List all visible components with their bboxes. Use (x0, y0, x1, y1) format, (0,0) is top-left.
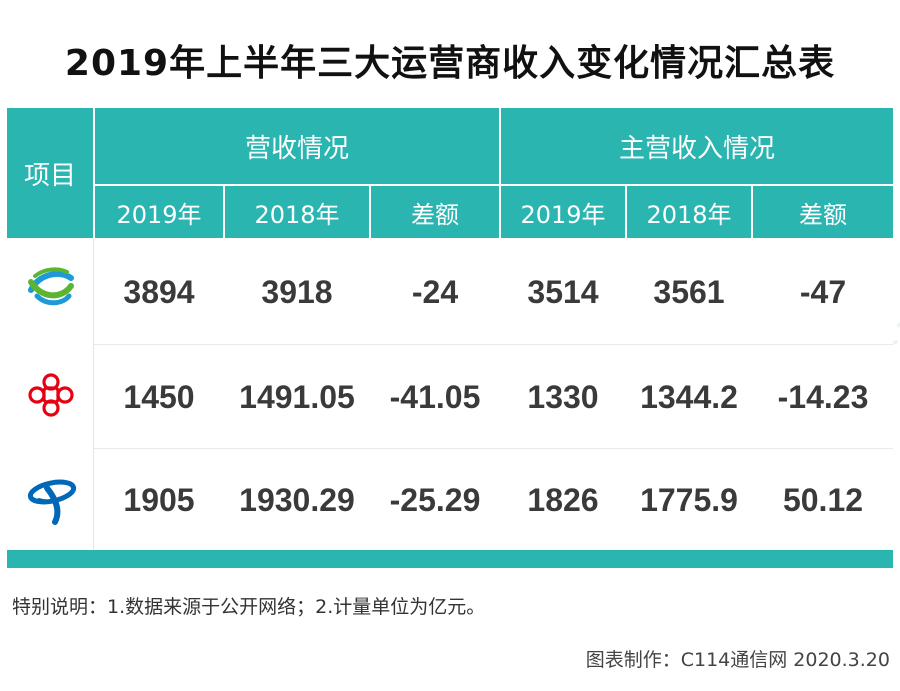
table-cell: -14.23 (777, 378, 869, 415)
subheader-2018-main: 2018年 (627, 186, 751, 238)
table-cell: 1826 (527, 481, 599, 518)
revenue-table: 项目 营收情况 主营收入情况 2019年 2018年 差额 2019年 2018… (7, 108, 893, 568)
header-item: 项目 (7, 108, 93, 238)
table-cell: 1450 (123, 378, 195, 415)
china-telecom-logo-icon (25, 472, 79, 530)
table-cell: -24 (411, 273, 459, 310)
table-cell: -41.05 (389, 378, 481, 415)
row-divider (94, 344, 893, 345)
table-cell: 1330 (527, 378, 599, 415)
table-cell: 3918 (261, 273, 333, 310)
footnote: 特别说明：1.数据来源于公开网络；2.计量单位为亿元。 (12, 596, 486, 618)
table-cell: 3561 (653, 273, 725, 310)
table-cell: 1775.9 (640, 481, 738, 518)
china-unicom-logo-icon (23, 370, 79, 424)
subheader-2018-revenue: 2018年 (225, 186, 369, 238)
table-cell: 1491.05 (239, 378, 355, 415)
credit-line: 图表制作：C114通信网 2020.3.20 (585, 649, 890, 671)
column-divider (93, 238, 94, 550)
table-cell: 50.12 (782, 481, 864, 518)
header-revenue: 营收情况 (95, 108, 499, 184)
table-cell: 1905 (123, 481, 195, 518)
table-cell: 3894 (123, 273, 195, 310)
china-mobile-logo-icon (25, 260, 77, 316)
subheader-2019-revenue: 2019年 (95, 186, 223, 238)
page-title: 2019年上半年三大运营商收入变化情况汇总表 (64, 43, 836, 84)
table-cell: 3514 (527, 273, 599, 310)
subheader-diff-revenue: 差额 (371, 186, 499, 238)
row-divider (94, 448, 893, 449)
subheader-2019-main: 2019年 (501, 186, 625, 238)
header-main-revenue: 主营收入情况 (501, 108, 893, 184)
table-cell: 1930.29 (239, 481, 355, 518)
table-cell: -47 (799, 273, 847, 310)
table-bottom-bar (7, 550, 893, 568)
table-cell: -25.29 (389, 481, 481, 518)
subheader-diff-main: 差额 (753, 186, 893, 238)
table-cell: 1344.2 (640, 378, 738, 415)
